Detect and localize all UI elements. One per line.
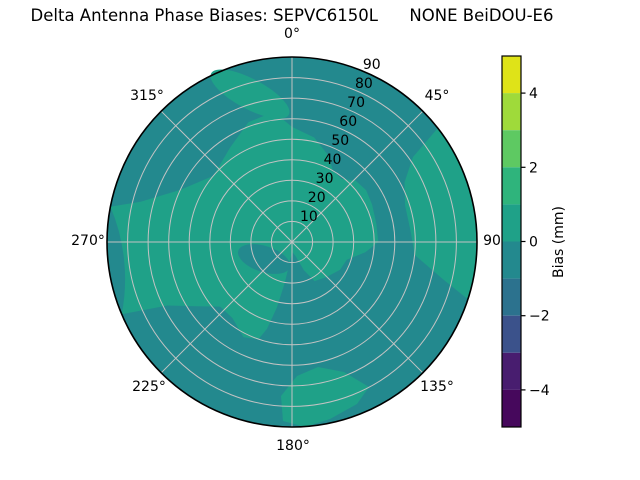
colorbar-segment-n4-n3 bbox=[502, 352, 521, 390]
colorbar-segment-n5-n4 bbox=[502, 389, 521, 427]
contour-blob-center-sw bbox=[238, 244, 290, 274]
angular-label-0: 0° bbox=[284, 26, 300, 42]
contour-region-center-west bbox=[110, 111, 379, 340]
polar-grid-spokes bbox=[107, 57, 477, 427]
angular-label-225: 225° bbox=[132, 379, 166, 395]
contour-island-nnw bbox=[210, 69, 290, 119]
polar-plot: 10 20 30 40 50 60 70 80 90 0° 45° 90 135… bbox=[71, 26, 501, 454]
angular-tick-labels: 0° 45° 90 135° 180° 225° 270° 315° bbox=[71, 26, 501, 454]
colorbar-segment-4-5 bbox=[502, 56, 521, 94]
colorbar-tick-n4: −4 bbox=[529, 383, 550, 399]
colorbar-segment-n3-n2 bbox=[502, 315, 521, 353]
angular-label-90: 90 bbox=[483, 233, 501, 249]
colorbar-ticks bbox=[521, 92, 526, 391]
colorbar-segment-1-2 bbox=[502, 167, 521, 205]
contour-island-bottom bbox=[281, 367, 369, 427]
radial-label-30: 30 bbox=[316, 171, 334, 187]
colorbar-axis-label: Bias (mm) bbox=[551, 206, 567, 278]
radial-label-20: 20 bbox=[308, 190, 326, 206]
angular-label-180: 180° bbox=[276, 438, 310, 454]
colorbar-segment-0-1 bbox=[502, 204, 521, 242]
contour-region-east-wedge bbox=[404, 128, 477, 300]
colorbar-tick-labels: 4 2 0 −2 −4 bbox=[529, 86, 550, 399]
radial-label-70: 70 bbox=[347, 95, 365, 111]
polar-spine bbox=[106, 56, 478, 428]
colorbar-segment-2-3 bbox=[502, 130, 521, 168]
angular-label-45: 45° bbox=[425, 88, 450, 104]
radial-label-90: 90 bbox=[363, 57, 381, 73]
angular-label-315: 315° bbox=[130, 88, 164, 104]
radial-label-60: 60 bbox=[339, 114, 357, 130]
radial-label-50: 50 bbox=[331, 133, 349, 149]
radial-label-10: 10 bbox=[300, 209, 318, 225]
colorbar-segment-n1-0 bbox=[502, 241, 521, 279]
radial-label-80: 80 bbox=[355, 76, 373, 92]
angular-label-270: 270° bbox=[71, 233, 105, 249]
colorbar-segment-3-4 bbox=[502, 93, 521, 131]
radial-label-40: 40 bbox=[324, 152, 342, 168]
angular-label-135: 135° bbox=[420, 379, 454, 395]
colorbar-tick-n2: −2 bbox=[529, 309, 550, 325]
colorbar-tick-0: 0 bbox=[529, 235, 538, 251]
colorbar-tick-2: 2 bbox=[529, 160, 538, 176]
colorbar-segments bbox=[502, 56, 521, 427]
colorbar-tick-4: 4 bbox=[529, 86, 538, 102]
chart-title: Delta Antenna Phase Biases: SEPVC6150L N… bbox=[31, 6, 554, 25]
radial-tick-labels: 10 20 30 40 50 60 70 80 90 bbox=[300, 57, 381, 225]
colorbar: 4 2 0 −2 −4 Bias (mm) bbox=[501, 55, 567, 428]
colorbar-segment-n2-n1 bbox=[502, 278, 521, 316]
